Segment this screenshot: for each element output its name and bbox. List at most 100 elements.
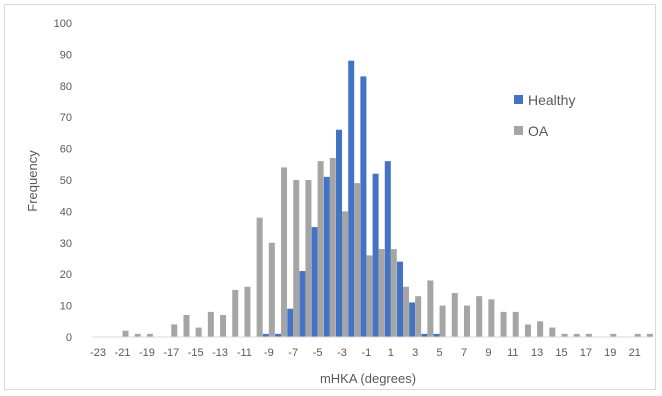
bar-healthy--2 [348,60,355,338]
bar-oa-6 [451,293,458,337]
bar-oa--10 [256,217,263,337]
y-tick-label: 70 [60,112,72,124]
y-tick-label: 60 [60,144,72,156]
x-tick-label: 7 [461,347,467,359]
x-tick-label: -7 [288,347,298,359]
bar-oa--16 [183,315,190,337]
bar-oa--21 [122,330,129,337]
legend-swatch-healthy [514,95,523,104]
y-tick-label: 50 [60,175,72,187]
bar-oa--2 [354,183,361,337]
y-tick-label: 80 [60,81,72,93]
bar-oa-3 [415,296,422,337]
bar-healthy--1 [360,76,367,337]
bar-healthy--6 [299,271,306,337]
chart-frame: 0 10 20 30 40 50 60 70 80 90 100 -23 -21 -19 -17 -15 -1… [4,4,656,390]
bar-oa-10 [500,311,507,337]
bar-oa-22 [646,333,653,337]
bar-oa--17 [171,324,178,337]
bar-oa-13 [537,321,544,337]
x-tick-label: 15 [555,347,567,359]
x-tick-label: 11 [507,347,518,359]
bar-healthy-1 [384,161,391,337]
bar-oa-7 [463,305,470,337]
x-tick-label: 3 [412,347,418,359]
y-tick-label: 30 [60,238,72,250]
y-tick-label: 0 [66,332,72,344]
bar-oa--4 [329,158,336,337]
bar-oa-1 [390,249,397,337]
bar-healthy--9 [262,333,269,337]
x-tick-label: 17 [580,347,592,359]
x-tick-label: -19 [139,347,155,359]
y-axis-title: Frequency [25,150,40,212]
bar-healthy-4 [421,333,428,337]
legend-label-oa: OA [528,123,549,139]
bar-oa-5 [439,305,446,337]
y-tick-label: 40 [60,206,72,218]
bar-oa--12 [232,289,239,337]
bar-healthy--5 [311,227,318,337]
bar-oa-19 [610,333,617,337]
bars-layer [122,60,653,338]
bar-oa-16 [573,333,580,337]
bar-oa-11 [512,311,519,337]
bar-oa-2 [402,286,409,337]
x-tick-label: -5 [313,347,323,359]
x-tick-label: -3 [337,347,347,359]
bar-healthy-2 [396,261,403,337]
x-tick-label: 19 [604,347,616,359]
y-tick-label: 20 [60,269,72,281]
x-tick-label: -15 [188,347,204,359]
bar-oa-21 [634,333,641,337]
x-tick-label: 13 [531,347,543,359]
x-tick-label: -17 [163,347,179,359]
bar-oa--8 [281,167,288,337]
bar-oa--7 [293,180,300,337]
x-tick-labels: -23 -21 -19 -17 -15 -13 -11 -9 -7 -5 -3 -1 1 3 5 7 9 11 13… [90,347,641,359]
x-tick-label: 9 [485,347,491,359]
bar-oa--20 [134,333,141,337]
bar-healthy-3 [409,302,416,337]
bar-oa--6 [305,180,312,337]
bar-oa-15 [561,333,568,337]
bar-oa--15 [195,327,202,337]
bar-healthy--4 [323,176,330,337]
bar-oa--9 [268,242,275,337]
y-tick-label: 100 [54,18,72,30]
bar-oa--19 [146,333,153,337]
bar-oa-0 [378,249,385,337]
bar-oa-17 [585,333,592,337]
bar-healthy--3 [336,129,343,337]
bar-oa-9 [488,299,495,337]
x-axis-title: mHKA (degrees) [320,371,416,386]
bar-oa-14 [549,327,556,337]
bar-oa--1 [366,255,373,337]
bar-oa--11 [244,286,251,337]
x-tick-label: -1 [362,347,372,359]
bar-oa-12 [524,324,531,337]
x-tick-label: 21 [629,347,641,359]
x-tick-label: 5 [437,347,443,359]
bar-healthy-5 [433,333,440,337]
legend-label-healthy: Healthy [528,92,575,108]
x-tick-label: -11 [237,347,252,359]
bar-oa--3 [342,211,349,337]
bar-oa-4 [427,280,434,337]
bar-healthy--7 [287,308,294,337]
legend: Healthy OA [514,92,575,139]
bar-healthy--8 [275,333,282,337]
bar-oa--14 [207,311,214,337]
y-tick-labels: 0 10 20 30 40 50 60 70 80 90 100 [54,18,72,344]
x-tick-label: -21 [115,347,131,359]
legend-swatch-oa [514,126,523,135]
x-tick-label: -13 [212,347,228,359]
bar-healthy-0 [372,173,379,337]
bar-oa--13 [220,315,227,337]
x-tick-label: -9 [264,347,274,359]
bar-oa-8 [476,296,483,337]
x-tick-label: -23 [90,347,106,359]
x-tick-label: 1 [388,347,394,359]
y-tick-label: 90 [60,49,72,61]
y-tick-label: 10 [60,301,72,313]
